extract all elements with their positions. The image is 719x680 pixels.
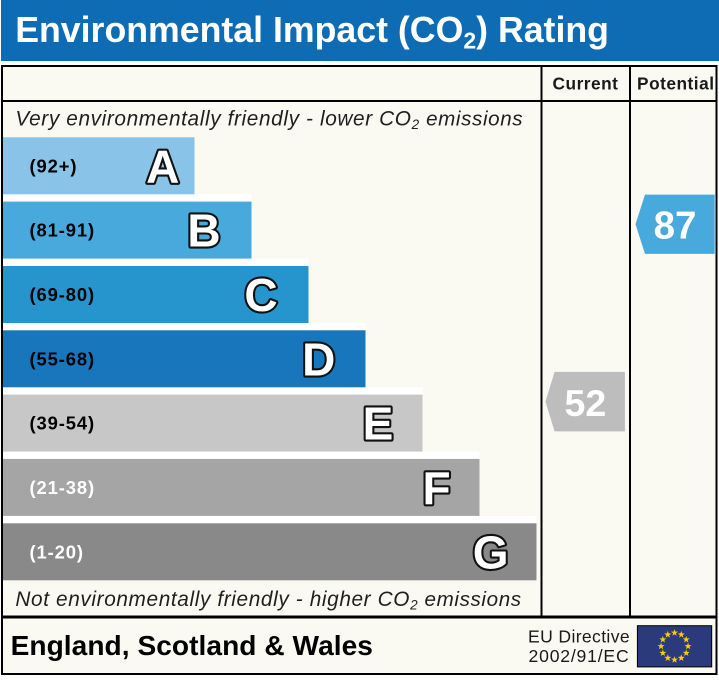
svg-text:EU Directive: EU Directive	[528, 626, 630, 646]
svg-text:Not environmentally friendly -: Not environmentally friendly - higher CO…	[15, 588, 521, 613]
svg-text:(69-80): (69-80)	[30, 284, 96, 305]
svg-text:A: A	[146, 140, 179, 192]
svg-text:B: B	[187, 205, 220, 257]
svg-text:(81-91): (81-91)	[30, 220, 96, 241]
svg-text:Potential: Potential	[637, 73, 714, 93]
svg-text:Very environmentally friendly: Very environmentally friendly - lower CO…	[15, 108, 523, 133]
svg-text:F: F	[422, 462, 450, 514]
svg-text:52: 52	[565, 382, 607, 424]
svg-text:(39-54): (39-54)	[30, 413, 96, 434]
svg-text:D: D	[302, 333, 335, 385]
svg-text:C: C	[244, 269, 277, 321]
svg-text:(21-38): (21-38)	[30, 477, 96, 498]
svg-text:E: E	[363, 398, 394, 450]
svg-text:(1-20): (1-20)	[30, 541, 84, 562]
svg-text:87: 87	[654, 205, 697, 248]
svg-text:Current: Current	[553, 73, 619, 93]
svg-text:(92+): (92+)	[30, 155, 78, 176]
svg-text:Environmental Impact (CO2) Rat: Environmental Impact (CO2) Rating	[15, 10, 609, 54]
svg-text:England, Scotland & Wales: England, Scotland & Wales	[11, 630, 373, 661]
svg-text:G: G	[473, 526, 509, 578]
svg-text:2002/91/EC: 2002/91/EC	[529, 646, 630, 666]
svg-text:(55-68): (55-68)	[30, 348, 96, 369]
